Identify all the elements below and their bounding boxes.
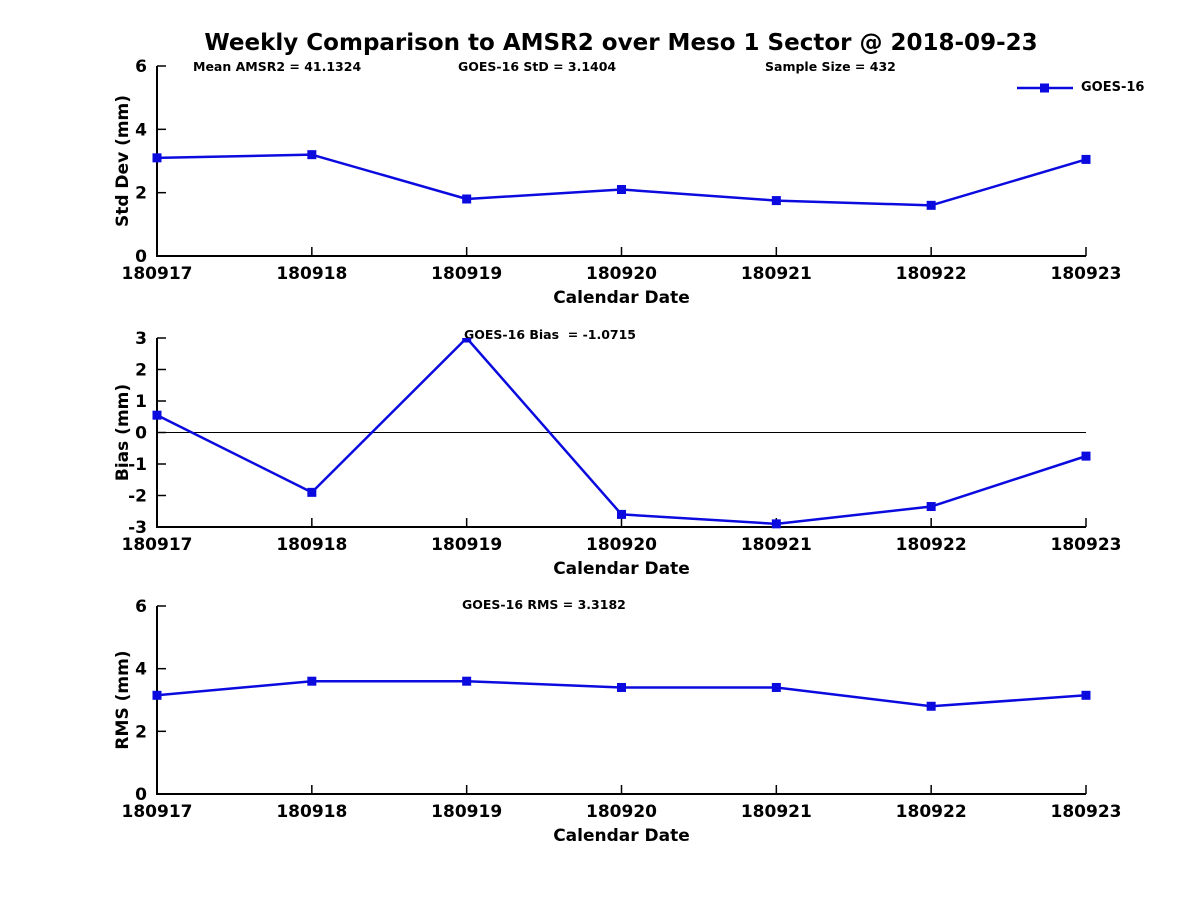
std-dev-marker xyxy=(462,194,472,204)
std-dev-xtick-label: 180922 xyxy=(896,264,967,284)
rms-ylabel: RMS (mm) xyxy=(113,650,133,749)
bias-xtick-label: 180923 xyxy=(1051,535,1122,555)
bias-xtick-label: 180922 xyxy=(896,535,967,555)
rms-marker xyxy=(771,682,781,692)
rms-series-goes-16 xyxy=(152,676,1091,711)
rms-marker xyxy=(307,676,317,686)
bias-xlabel: Calendar Date xyxy=(553,559,690,579)
std-dev-xlabel: Calendar Date xyxy=(553,288,690,308)
std-dev-ytick-label: 4 xyxy=(135,120,147,140)
rms-xtick-label: 180917 xyxy=(122,802,193,822)
rms-xtick-label: 180920 xyxy=(586,802,657,822)
std-dev-xtick-label: 180923 xyxy=(1051,264,1122,284)
annotation-goes16-std: GOES-16 StD = 3.1404 xyxy=(458,59,617,74)
std-dev-ytick-label: 2 xyxy=(135,184,147,204)
bias-marker xyxy=(307,487,317,497)
std-dev-marker xyxy=(1081,154,1091,164)
bias-series-goes-16 xyxy=(152,338,1091,529)
rms-xtick-label: 180921 xyxy=(741,802,812,822)
bias-ytick-label: -2 xyxy=(128,487,147,507)
legend-marker-square xyxy=(1040,83,1049,92)
legend-line-sample xyxy=(1017,83,1073,92)
figure-title: Weekly Comparison to AMSR2 over Meso 1 S… xyxy=(204,30,1038,56)
rms-axes xyxy=(156,606,1086,795)
bias-xtick-label: 180918 xyxy=(276,535,347,555)
rms-xtick-label: 180922 xyxy=(896,802,967,822)
bias-xtick-label: 180920 xyxy=(586,535,657,555)
std-dev-marker xyxy=(926,200,936,210)
std-dev-xtick-label: 180918 xyxy=(276,264,347,284)
annotation-sample-size: Sample Size = 432 xyxy=(765,59,896,74)
legend-label: GOES-16 xyxy=(1081,80,1145,95)
std-dev-ylabel: Std Dev (mm) xyxy=(113,95,133,227)
bias-marker xyxy=(926,502,936,512)
bias-xtick-label: 180921 xyxy=(741,535,812,555)
bias-ytick-label: 1 xyxy=(135,392,147,412)
rms-marker xyxy=(462,676,472,686)
annotation-goes16-bias: GOES-16 Bias = -1.0715 xyxy=(464,327,637,342)
rms-panel: 0 2 4 6 180917 180918 180919 180920 180921 180922… xyxy=(113,597,1121,846)
std-dev-ytick-label: 6 xyxy=(135,57,147,77)
rms-marker xyxy=(152,690,162,700)
bias-ytick-label: 0 xyxy=(135,424,147,444)
bias-marker xyxy=(152,410,162,420)
bias-panel: -3 -2 -1 0 1 2 3 180917 180918 180919 180920 180921… xyxy=(113,329,1121,579)
bias-line xyxy=(156,338,1087,526)
std-dev-xtick-label: 180920 xyxy=(586,264,657,284)
std-dev-marker xyxy=(617,185,626,194)
bias-ytick-label: 3 xyxy=(135,329,147,349)
bias-marker xyxy=(1081,451,1091,461)
bias-xtick-label: 180919 xyxy=(431,535,502,555)
bias-ytick-label: 2 xyxy=(135,361,147,381)
std-dev-marker xyxy=(307,150,317,160)
bias-marker xyxy=(462,338,472,343)
std-dev-line xyxy=(156,153,1087,207)
std-dev-marker xyxy=(771,196,781,206)
std-dev-marker xyxy=(152,153,162,163)
bias-marker xyxy=(617,509,626,519)
legend: GOES-16 xyxy=(1016,80,1144,95)
rms-marker xyxy=(617,682,626,692)
rms-ytick-label: 6 xyxy=(135,597,147,617)
std-dev-axes xyxy=(156,66,1086,257)
rms-marker xyxy=(926,701,936,711)
rms-xtick-label: 180918 xyxy=(276,802,347,822)
rms-xtick-label: 180923 xyxy=(1051,802,1122,822)
std-dev-xtick-label: 180919 xyxy=(431,264,502,284)
std-dev-xtick-label: 180921 xyxy=(741,264,812,284)
bias-ytick-label: -3 xyxy=(128,518,147,538)
std-dev-xtick-label: 180917 xyxy=(122,264,193,284)
rms-ytick-label: 0 xyxy=(135,785,147,805)
std-dev-panel: 0 2 4 6 180917 180918 180919 180920 180921 180922… xyxy=(113,57,1121,308)
std-dev-ytick-label: 0 xyxy=(135,247,147,267)
annotation-mean-amsr2: Mean AMSR2 = 41.1324 xyxy=(193,59,362,74)
bias-ytick-label: -1 xyxy=(128,455,147,475)
rms-ytick-label: 4 xyxy=(135,660,147,680)
bias-xtick-label: 180917 xyxy=(122,535,193,555)
bias-marker xyxy=(771,519,781,529)
bias-ylabel: Bias (mm) xyxy=(113,384,133,481)
rms-xlabel: Calendar Date xyxy=(553,826,690,846)
std-dev-series-goes-16 xyxy=(152,150,1091,210)
rms-ytick-label: 2 xyxy=(135,722,147,742)
annotation-goes16-rms: GOES-16 RMS = 3.3182 xyxy=(462,597,626,612)
rms-xtick-label: 180919 xyxy=(431,802,502,822)
rms-marker xyxy=(1081,690,1091,700)
